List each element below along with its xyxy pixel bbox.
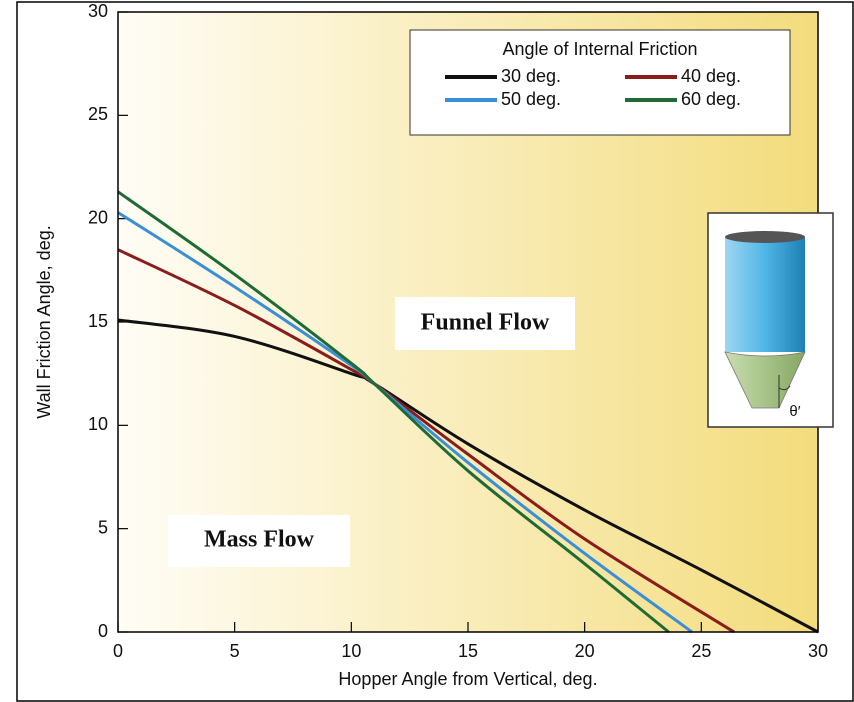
icon-angle [778, 375, 791, 408]
series-line [117, 318, 819, 634]
x-tick-label: 5 [230, 641, 240, 661]
icon-cylinder [725, 237, 805, 352]
legend-label: 30 deg. [501, 66, 561, 86]
plot [117, 11, 819, 634]
annotation-box [168, 515, 350, 567]
y-tick-label: 10 [88, 414, 108, 434]
hopper-icon: θ′ [707, 212, 834, 428]
y-tick-label: 30 [88, 1, 108, 21]
y-tick-label: 0 [98, 621, 108, 641]
x-tick-label: 0 [113, 641, 123, 661]
legend: Angle of Internal Friction 30 deg. 40 deg.… [409, 29, 791, 136]
frame [16, 1, 854, 702]
icon-top [725, 231, 805, 243]
x-tick-label: 30 [808, 641, 828, 661]
legend-label: 40 deg. [681, 66, 741, 86]
series-line [117, 190, 670, 634]
annotation: Funnel Flow [421, 310, 550, 336]
legend-label: 50 deg. [501, 89, 561, 109]
legend-label: 60 deg. [681, 89, 741, 109]
x-tick-label: 10 [341, 641, 361, 661]
y-tick-label: 5 [98, 517, 108, 537]
legend-box [409, 29, 791, 136]
icon-label: θ′ [789, 403, 800, 420]
annotation-box [395, 297, 575, 350]
icon-cone [724, 351, 806, 409]
x-axis-label: Hopper Angle from Vertical, deg. [338, 669, 597, 689]
legend-title: Angle of Internal Friction [502, 39, 697, 59]
annotation: Mass Flow [204, 527, 315, 553]
x-tick-label: 15 [458, 641, 478, 661]
y-tick-label: 20 [88, 207, 108, 227]
y-axis-label: Wall Friction Angle, deg. [34, 225, 54, 418]
y-tick-label: 15 [88, 311, 108, 331]
x-tick-label: 25 [691, 641, 711, 661]
y-tick-label: 25 [88, 104, 108, 124]
x-tick-label: 20 [575, 641, 595, 661]
